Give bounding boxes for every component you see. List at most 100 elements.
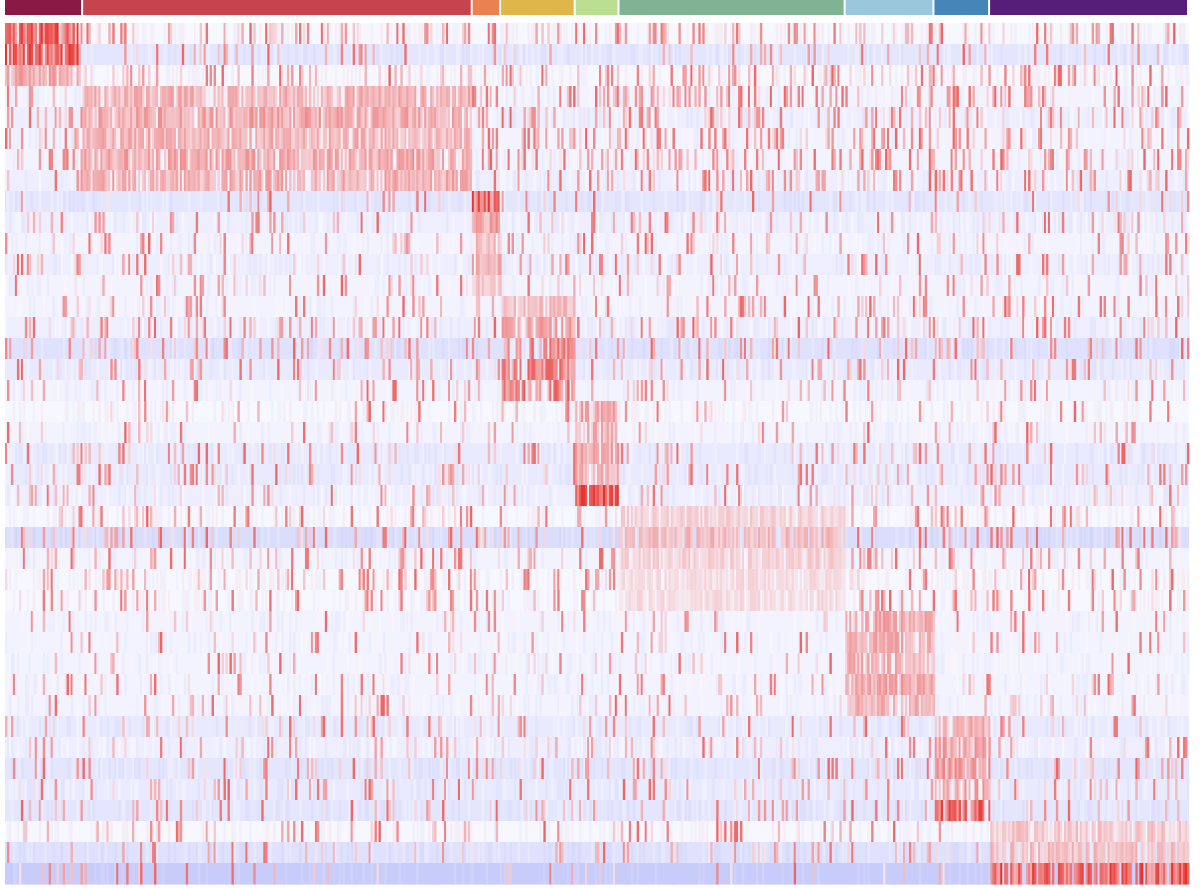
heatmap-cell xyxy=(710,275,713,297)
heatmap-cell xyxy=(249,128,252,150)
heatmap-cell xyxy=(169,23,173,45)
heatmap-cell xyxy=(497,191,501,213)
heatmap-cell xyxy=(1147,86,1150,108)
heatmap-cell xyxy=(1002,149,1005,171)
heatmap-cell xyxy=(146,191,149,213)
heatmap-cell xyxy=(519,359,522,381)
heatmap-cell xyxy=(797,170,801,192)
heatmap-cell xyxy=(505,317,509,339)
heatmap-cell xyxy=(289,86,292,108)
heatmap-cell xyxy=(148,44,151,66)
heatmap-cell xyxy=(527,191,530,213)
heatmap-cell xyxy=(1008,170,1011,192)
heatmap-cell xyxy=(20,44,24,66)
heatmap-cell xyxy=(511,44,514,66)
heatmap-cell xyxy=(622,86,626,108)
heatmap-cell xyxy=(86,107,89,129)
heatmap-cell xyxy=(712,233,715,255)
heatmap-cell xyxy=(187,149,191,171)
heatmap-cell xyxy=(267,23,270,45)
heatmap-cell xyxy=(893,296,896,318)
heatmap-cell xyxy=(58,128,62,150)
heatmap-cell xyxy=(783,191,787,213)
heatmap-cell xyxy=(144,254,147,276)
heatmap-cell xyxy=(555,296,558,318)
heatmap-cell xyxy=(231,65,234,87)
heatmap-cell xyxy=(716,86,719,108)
heatmap-cell xyxy=(201,44,205,66)
heatmap-cell xyxy=(595,233,598,255)
heatmap-cell xyxy=(342,254,346,276)
heatmap-cell xyxy=(132,107,135,129)
heatmap-cell xyxy=(918,275,922,297)
heatmap-cell xyxy=(116,107,119,129)
heatmap-cell xyxy=(533,170,536,192)
heatmap-cell xyxy=(771,86,775,108)
heatmap-cell xyxy=(809,296,812,318)
heatmap-cell xyxy=(579,107,582,129)
heatmap-cell xyxy=(322,317,326,339)
heatmap-cell xyxy=(742,296,745,318)
heatmap-cell xyxy=(68,296,71,318)
heatmap-cell xyxy=(265,107,268,129)
heatmap-cell xyxy=(36,86,40,108)
heatmap-cell xyxy=(132,65,135,87)
heatmap-cell xyxy=(1043,212,1047,234)
heatmap-cell xyxy=(656,128,659,150)
heatmap-cell xyxy=(863,254,866,276)
heatmap-cell xyxy=(702,149,705,171)
heatmap-cell xyxy=(529,254,532,276)
heatmap-cell xyxy=(279,65,282,87)
heatmap-cell xyxy=(82,275,85,297)
heatmap-cell xyxy=(823,65,826,87)
heatmap-cell xyxy=(700,191,703,213)
cluster-bar-segment xyxy=(575,0,618,15)
heatmap-cell xyxy=(1107,107,1110,129)
heatmap-cell xyxy=(962,296,965,318)
heatmap-cell xyxy=(82,191,85,213)
heatmap-cell xyxy=(773,44,777,66)
heatmap-cell xyxy=(678,212,681,234)
heatmap-cell xyxy=(624,296,628,318)
heatmap-cell xyxy=(702,317,705,339)
heatmap-cell xyxy=(1018,254,1021,276)
heatmap-cell xyxy=(1159,128,1162,150)
heatmap-cell xyxy=(789,212,793,234)
heatmap-cell xyxy=(543,44,546,66)
heatmap-cell xyxy=(430,86,433,108)
heatmap-cell xyxy=(475,191,479,213)
heatmap-cell xyxy=(1145,317,1148,339)
heatmap-cell xyxy=(10,233,14,255)
heatmap-cell xyxy=(265,128,268,150)
heatmap-cell xyxy=(1004,233,1007,255)
heatmap-cell xyxy=(1155,149,1158,171)
heatmap-cell xyxy=(461,170,465,192)
heatmap-cell xyxy=(970,338,973,360)
heatmap-cell xyxy=(229,86,232,108)
heatmap-cell xyxy=(920,65,924,87)
heatmap-cell xyxy=(122,212,125,234)
heatmap-cell xyxy=(567,254,570,276)
heatmap-cell xyxy=(177,107,181,129)
heatmap-cell xyxy=(720,254,723,276)
heatmap-cell xyxy=(372,128,375,150)
heatmap-cell xyxy=(916,149,920,171)
heatmap-cell xyxy=(898,212,902,234)
heatmap-cell xyxy=(547,128,550,150)
heatmap-cell xyxy=(972,86,975,108)
heatmap-cell xyxy=(587,149,590,171)
heatmap-cell xyxy=(1177,149,1180,171)
heatmap-cell xyxy=(285,107,288,129)
heatmap-cell xyxy=(364,86,367,108)
heatmap-cell xyxy=(986,275,989,297)
heatmap-cell xyxy=(213,233,216,255)
heatmap-cell xyxy=(312,170,316,192)
heatmap-cell xyxy=(22,275,26,297)
heatmap-cell xyxy=(755,275,759,297)
heatmap-cell xyxy=(618,296,622,318)
heatmap-cell xyxy=(215,128,218,150)
heatmap-cell xyxy=(1073,212,1077,234)
heatmap-cell xyxy=(718,275,721,297)
heatmap-cell xyxy=(1153,338,1156,360)
heatmap-cell xyxy=(595,338,598,360)
